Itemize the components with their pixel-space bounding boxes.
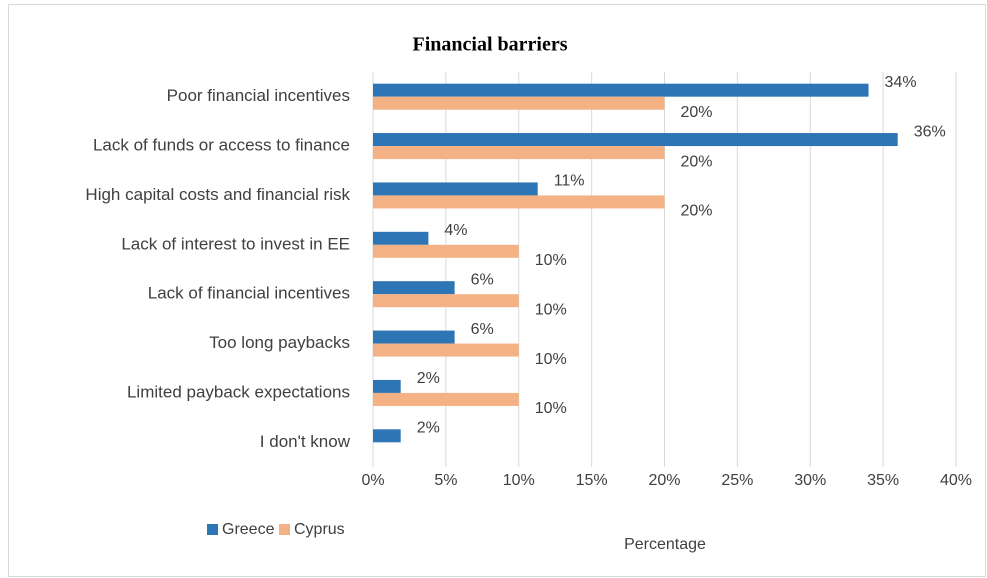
bar [373, 182, 538, 196]
data-label: 10% [535, 400, 567, 417]
data-label: 20% [681, 153, 713, 170]
bar [373, 343, 519, 357]
y-tick-label: Poor financial incentives [167, 86, 350, 105]
data-label: 6% [471, 271, 494, 288]
x-tick-label: 15% [576, 472, 608, 489]
legend-label: Greece [222, 521, 275, 538]
bar [373, 379, 401, 393]
data-label: 20% [681, 203, 713, 220]
y-tick-label: Limited payback expectations [127, 382, 350, 401]
data-label: 2% [417, 420, 440, 437]
data-label: 6% [471, 321, 494, 338]
data-label: 11% [554, 173, 585, 190]
x-tick-label: 35% [867, 472, 899, 489]
bar [373, 195, 665, 209]
bar [373, 392, 519, 406]
legend-swatch [279, 524, 290, 535]
y-tick-label: Lack of funds or access to finance [93, 136, 350, 155]
bar [373, 96, 665, 110]
x-axis-title: Percentage [624, 536, 706, 553]
x-tick-label: 30% [794, 472, 826, 489]
x-tick-label: 0% [361, 472, 384, 489]
bar [373, 231, 429, 245]
legend-label: Cyprus [294, 521, 345, 538]
bar [373, 244, 519, 258]
data-label: 2% [417, 370, 440, 387]
x-tick-label: 40% [940, 472, 972, 489]
y-tick-label: Lack of interest to invest in EE [121, 234, 350, 253]
data-label: 36% [914, 123, 946, 140]
x-tick-label: 20% [648, 472, 680, 489]
bar [373, 330, 455, 344]
bar [373, 133, 898, 147]
bar [373, 281, 455, 295]
data-label: 4% [444, 222, 467, 239]
data-label: 20% [681, 104, 713, 121]
x-tick-label: 25% [721, 472, 753, 489]
data-label: 10% [535, 351, 567, 368]
x-tick-label: 10% [503, 472, 535, 489]
y-tick-label: High capital costs and financial risk [85, 185, 350, 204]
x-tick-label: 5% [434, 472, 457, 489]
bar [373, 429, 401, 443]
y-tick-label: Too long paybacks [209, 333, 350, 352]
chart-title: Financial barriers [413, 34, 568, 56]
data-label: 10% [535, 301, 567, 318]
legend-swatch [207, 524, 218, 535]
bar [373, 294, 519, 308]
data-label: 34% [885, 74, 917, 91]
y-tick-label: Lack of financial incentives [148, 284, 350, 303]
data-label: 10% [535, 252, 567, 269]
bar [373, 83, 869, 97]
y-tick-label: I don't know [260, 432, 351, 451]
bar [373, 146, 665, 160]
